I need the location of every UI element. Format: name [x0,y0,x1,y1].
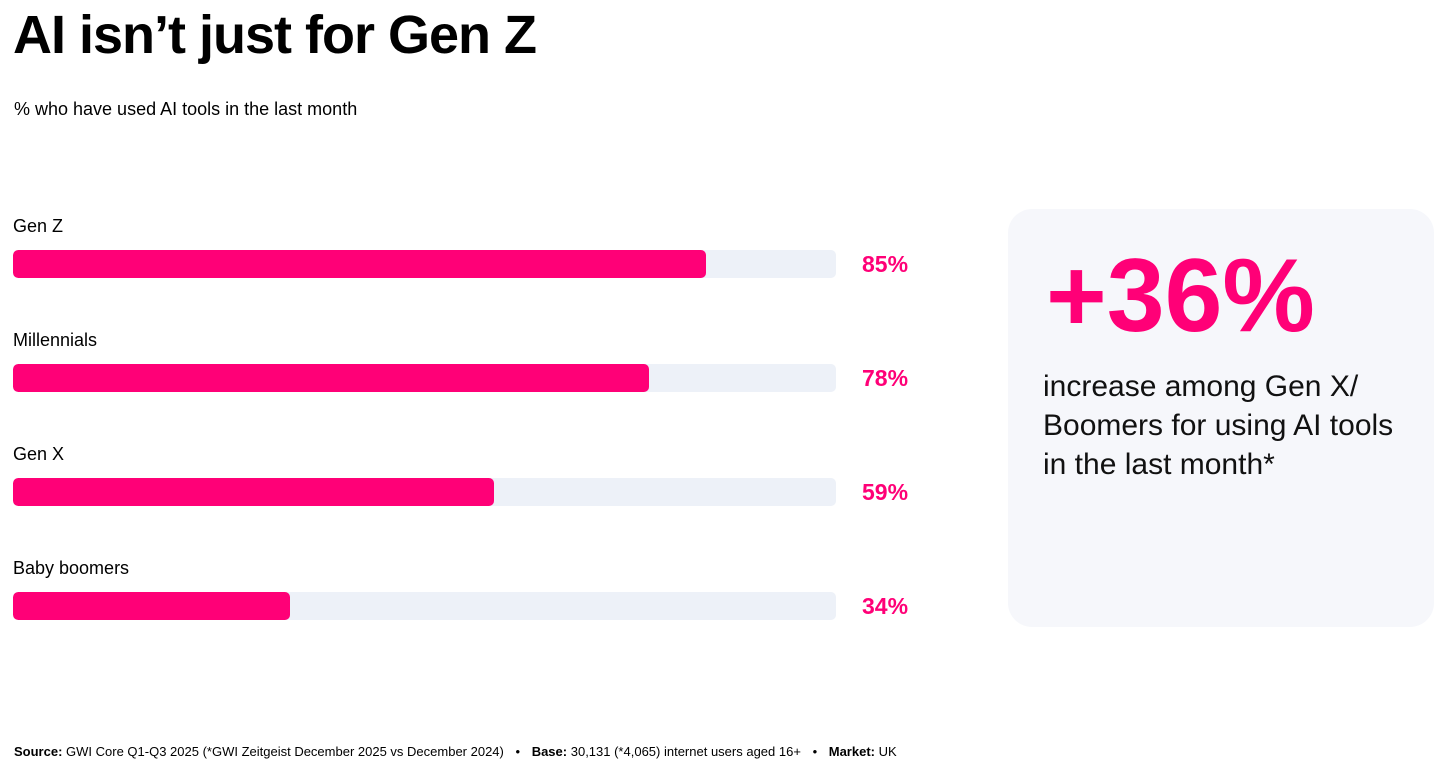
bar-row: Millennials 78% [13,326,933,396]
bar-row: Gen X 59% [13,440,933,510]
footer-source-note: Source: GWI Core Q1-Q3 2025 (*GWI Zeitge… [14,742,897,762]
bar-track [13,250,836,278]
page-title: AI isn’t just for Gen Z [13,5,537,65]
bar-row: Baby boomers 34% [13,554,933,624]
footer-separator: • [812,744,818,759]
chart-subtitle: % who have used AI tools in the last mon… [14,99,358,119]
bar [13,592,290,620]
bar-track [13,478,836,506]
bar [13,250,706,278]
bar-chart: Gen Z 85% Millennials 78% Gen X 59% Baby boome… [13,212,933,632]
footer-separator: • [515,744,521,759]
bar-category-label: Gen X [13,444,65,464]
bar-value-label: 78% [862,365,909,391]
bar-track [13,592,836,620]
bar-category-label: Millennials [13,330,98,350]
market-text: UK [878,744,897,759]
bar-value-label: 85% [862,251,909,277]
stat-value: +36% [1046,238,1315,354]
bar-value-label: 59% [862,479,909,505]
stat-card: +36% increase among Gen X/ Boomers for u… [1008,209,1434,627]
base-text: 30,131 (*4,065) internet users aged 16+ [570,744,801,759]
stat-description: increase among Gen X/ Boomers for using … [1043,370,1394,481]
market-label: Market: [828,744,875,759]
bar-value-label: 34% [862,593,909,619]
source-label: Source: [14,744,63,759]
bar [13,364,649,392]
bar-category-label: Baby boomers [13,558,130,578]
base-label: Base: [531,744,568,759]
bar-category-label: Gen Z [13,216,64,236]
source-text: GWI Core Q1-Q3 2025 (*GWI Zeitgeist Dece… [66,744,504,759]
bar-track [13,364,836,392]
bar [13,478,494,506]
bar-row: Gen Z 85% [13,212,933,282]
